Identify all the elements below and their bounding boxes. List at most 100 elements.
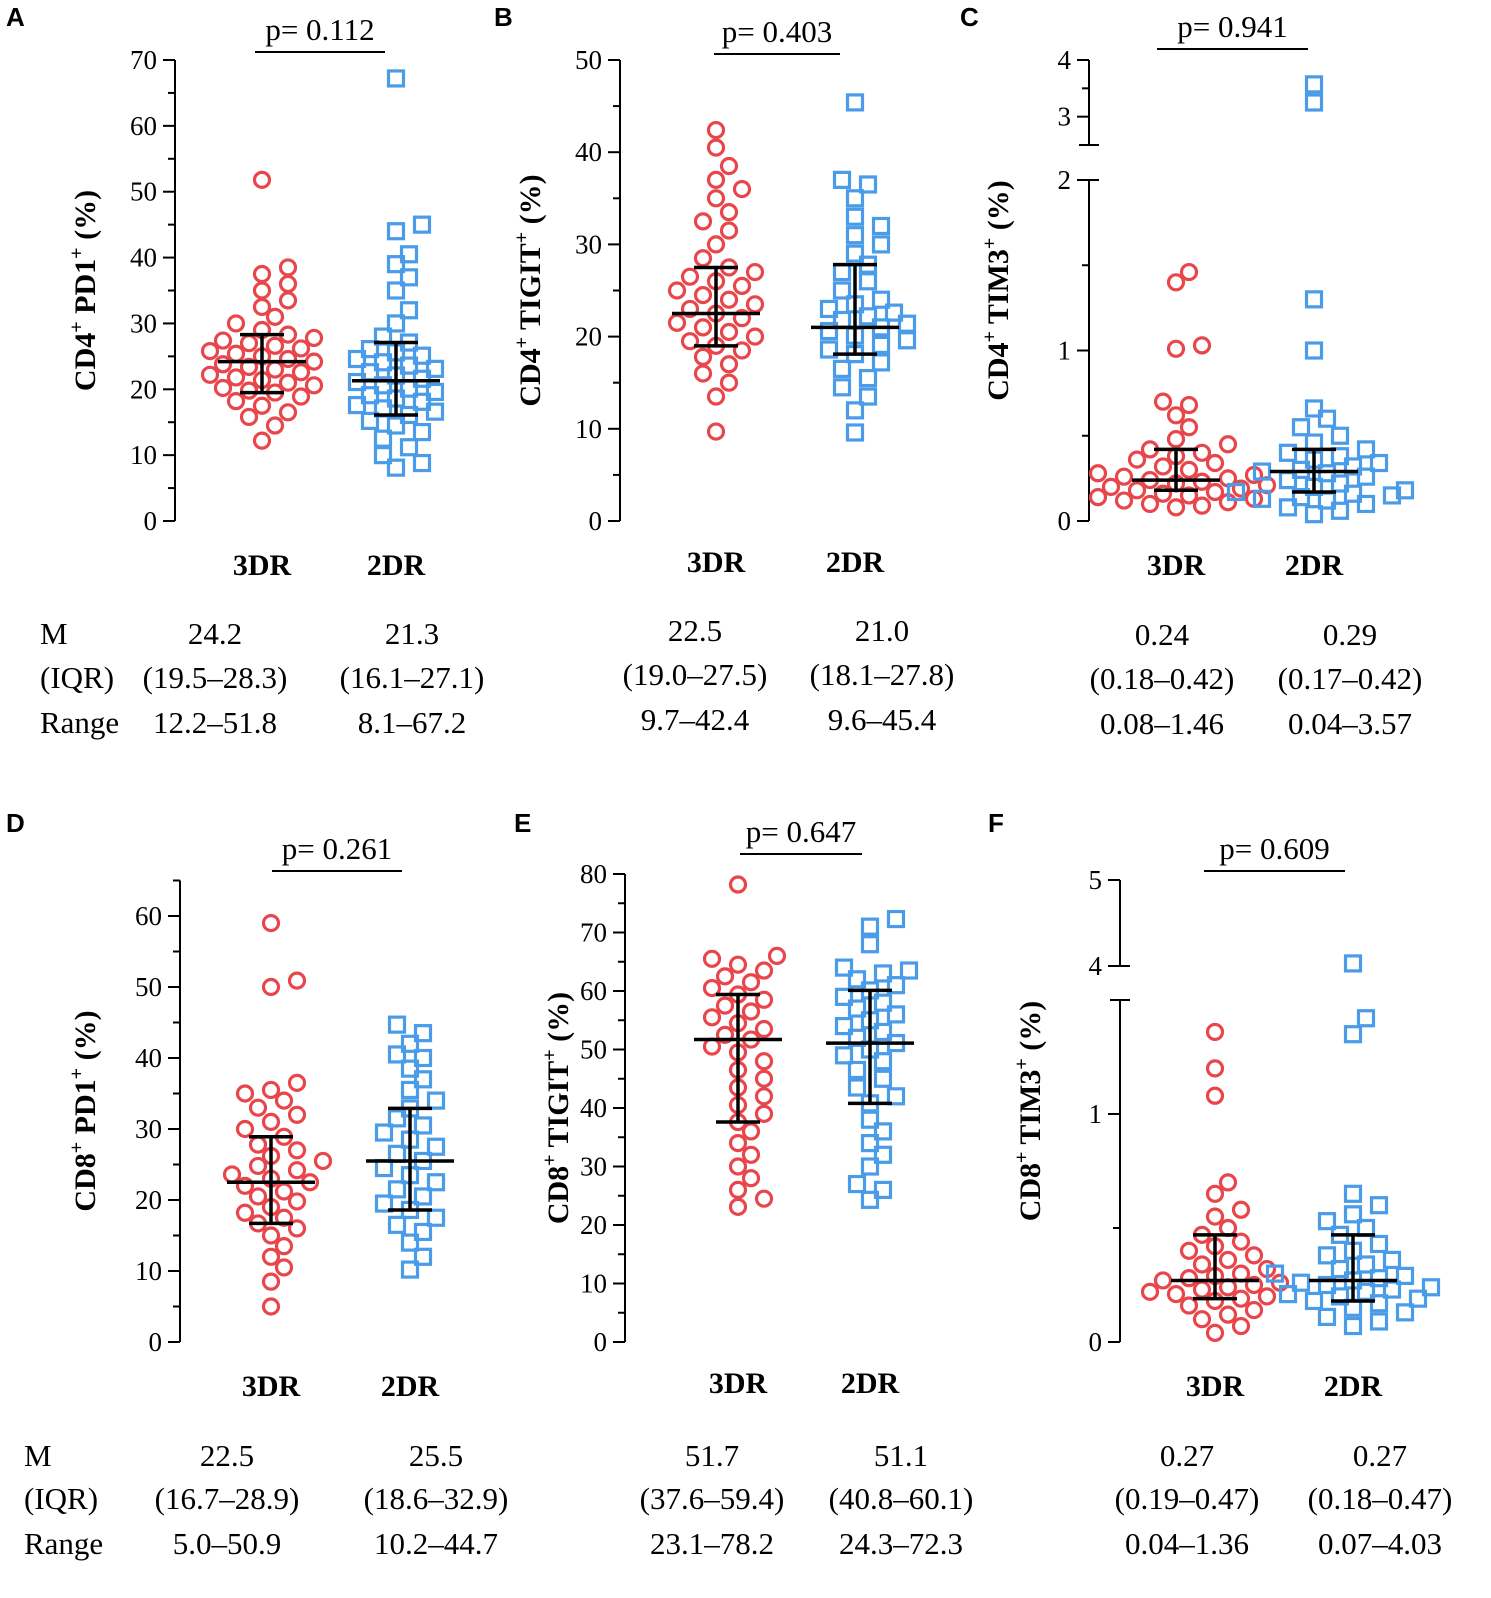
data-point: [1356, 1255, 1376, 1274]
data-point: [235, 1119, 255, 1139]
y-tick-label: 40: [135, 1043, 162, 1073]
data-point: [693, 249, 713, 268]
data-point: [860, 1190, 880, 1209]
group-label: 3DR: [687, 546, 746, 579]
data-point: [847, 1060, 867, 1080]
data-point: [847, 1174, 867, 1194]
data-point: [767, 946, 787, 966]
iqr-value: (40.8–60.1): [829, 1481, 974, 1516]
data-point: [412, 369, 432, 388]
data-point: [1395, 481, 1415, 500]
data-point: [1179, 1296, 1199, 1315]
data-point: [873, 1052, 893, 1071]
data-point: [386, 222, 406, 241]
data-point: [680, 299, 700, 319]
data-point: [1140, 1282, 1160, 1301]
data-point: [858, 175, 878, 194]
data-point: [278, 274, 298, 294]
data-point: [732, 179, 752, 199]
y-tick-label: 60: [135, 901, 162, 931]
range-value: 23.1–78.2: [650, 1526, 774, 1561]
y-tick-label: 0: [594, 1327, 608, 1357]
data-point: [1317, 409, 1337, 428]
data-point: [832, 262, 852, 282]
data-point: [200, 365, 220, 384]
data-point: [373, 429, 393, 448]
y-tick-label: 30: [575, 229, 602, 259]
data-point: [226, 368, 246, 387]
data-point: [728, 955, 748, 974]
data-point: [235, 1084, 255, 1103]
data-point: [847, 1078, 867, 1097]
data-point: [1343, 1316, 1363, 1336]
data-point: [1166, 1285, 1186, 1304]
data-point: [413, 1116, 433, 1135]
data-point: [754, 1189, 774, 1208]
ylabel-base: CD4: [69, 333, 102, 391]
ylabel-sup: +: [979, 331, 1001, 342]
ylabel-sup: +: [1011, 1058, 1033, 1069]
data-point: [399, 438, 419, 457]
data-point: [693, 286, 713, 305]
data-point: [1304, 75, 1324, 94]
y-tick-label: 50: [135, 972, 162, 1002]
data-point: [425, 402, 445, 421]
data-point: [834, 958, 854, 977]
data-point: [1252, 462, 1272, 481]
data-point: [287, 1219, 307, 1238]
data-point: [871, 353, 891, 372]
data-point: [412, 422, 432, 442]
data-point: [1330, 501, 1350, 520]
median-value: 0.24: [1135, 617, 1190, 652]
data-point: [871, 290, 891, 309]
median-value: 22.5: [668, 613, 722, 648]
y-tick-label: 70: [580, 918, 607, 948]
data-point: [1153, 1271, 1173, 1290]
data-point: [845, 93, 865, 112]
data-point: [847, 1028, 867, 1047]
data-point: [412, 392, 432, 411]
data-point: [1278, 1285, 1298, 1304]
data-point: [261, 913, 281, 933]
data-point: [1114, 467, 1134, 486]
data-point: [1231, 479, 1251, 498]
median-value: 21.3: [385, 616, 439, 651]
range-value: 0.04–3.57: [1288, 706, 1412, 741]
data-point: [1114, 491, 1134, 510]
data-point: [386, 458, 406, 477]
data-point: [754, 990, 774, 1009]
data-point: [1192, 1280, 1212, 1299]
data-point: [1205, 453, 1225, 473]
ylabel-unit: (%): [542, 992, 575, 1049]
data-point: [291, 387, 311, 406]
stats-label-iqr: (IQR): [24, 1481, 98, 1516]
data-point: [1369, 1269, 1389, 1288]
data-point: [213, 378, 233, 398]
data-point: [1291, 488, 1311, 507]
group-label: 3DR: [233, 549, 292, 582]
y-tick-label: 5: [1089, 865, 1103, 895]
ylabel-marker: TIGIT: [542, 1061, 575, 1155]
data-point: [274, 1208, 294, 1227]
data-point: [1088, 488, 1108, 507]
data-point: [871, 335, 891, 354]
data-point: [732, 309, 752, 328]
data-point: [715, 967, 735, 986]
data-point: [400, 1059, 420, 1078]
panel-letter: A: [6, 2, 25, 32]
data-point: [1179, 460, 1199, 479]
data-point: [706, 422, 726, 441]
iqr-value: (0.18–0.42): [1090, 661, 1235, 696]
median-value: 25.5: [409, 1438, 463, 1473]
p-value: p= 0.403: [722, 14, 832, 49]
data-point: [1356, 440, 1376, 459]
y-tick-label: 50: [580, 1035, 607, 1065]
data-point: [387, 1215, 407, 1234]
data-point: [845, 423, 865, 442]
data-point: [413, 1070, 433, 1089]
data-point: [706, 235, 726, 254]
data-point: [412, 453, 432, 473]
